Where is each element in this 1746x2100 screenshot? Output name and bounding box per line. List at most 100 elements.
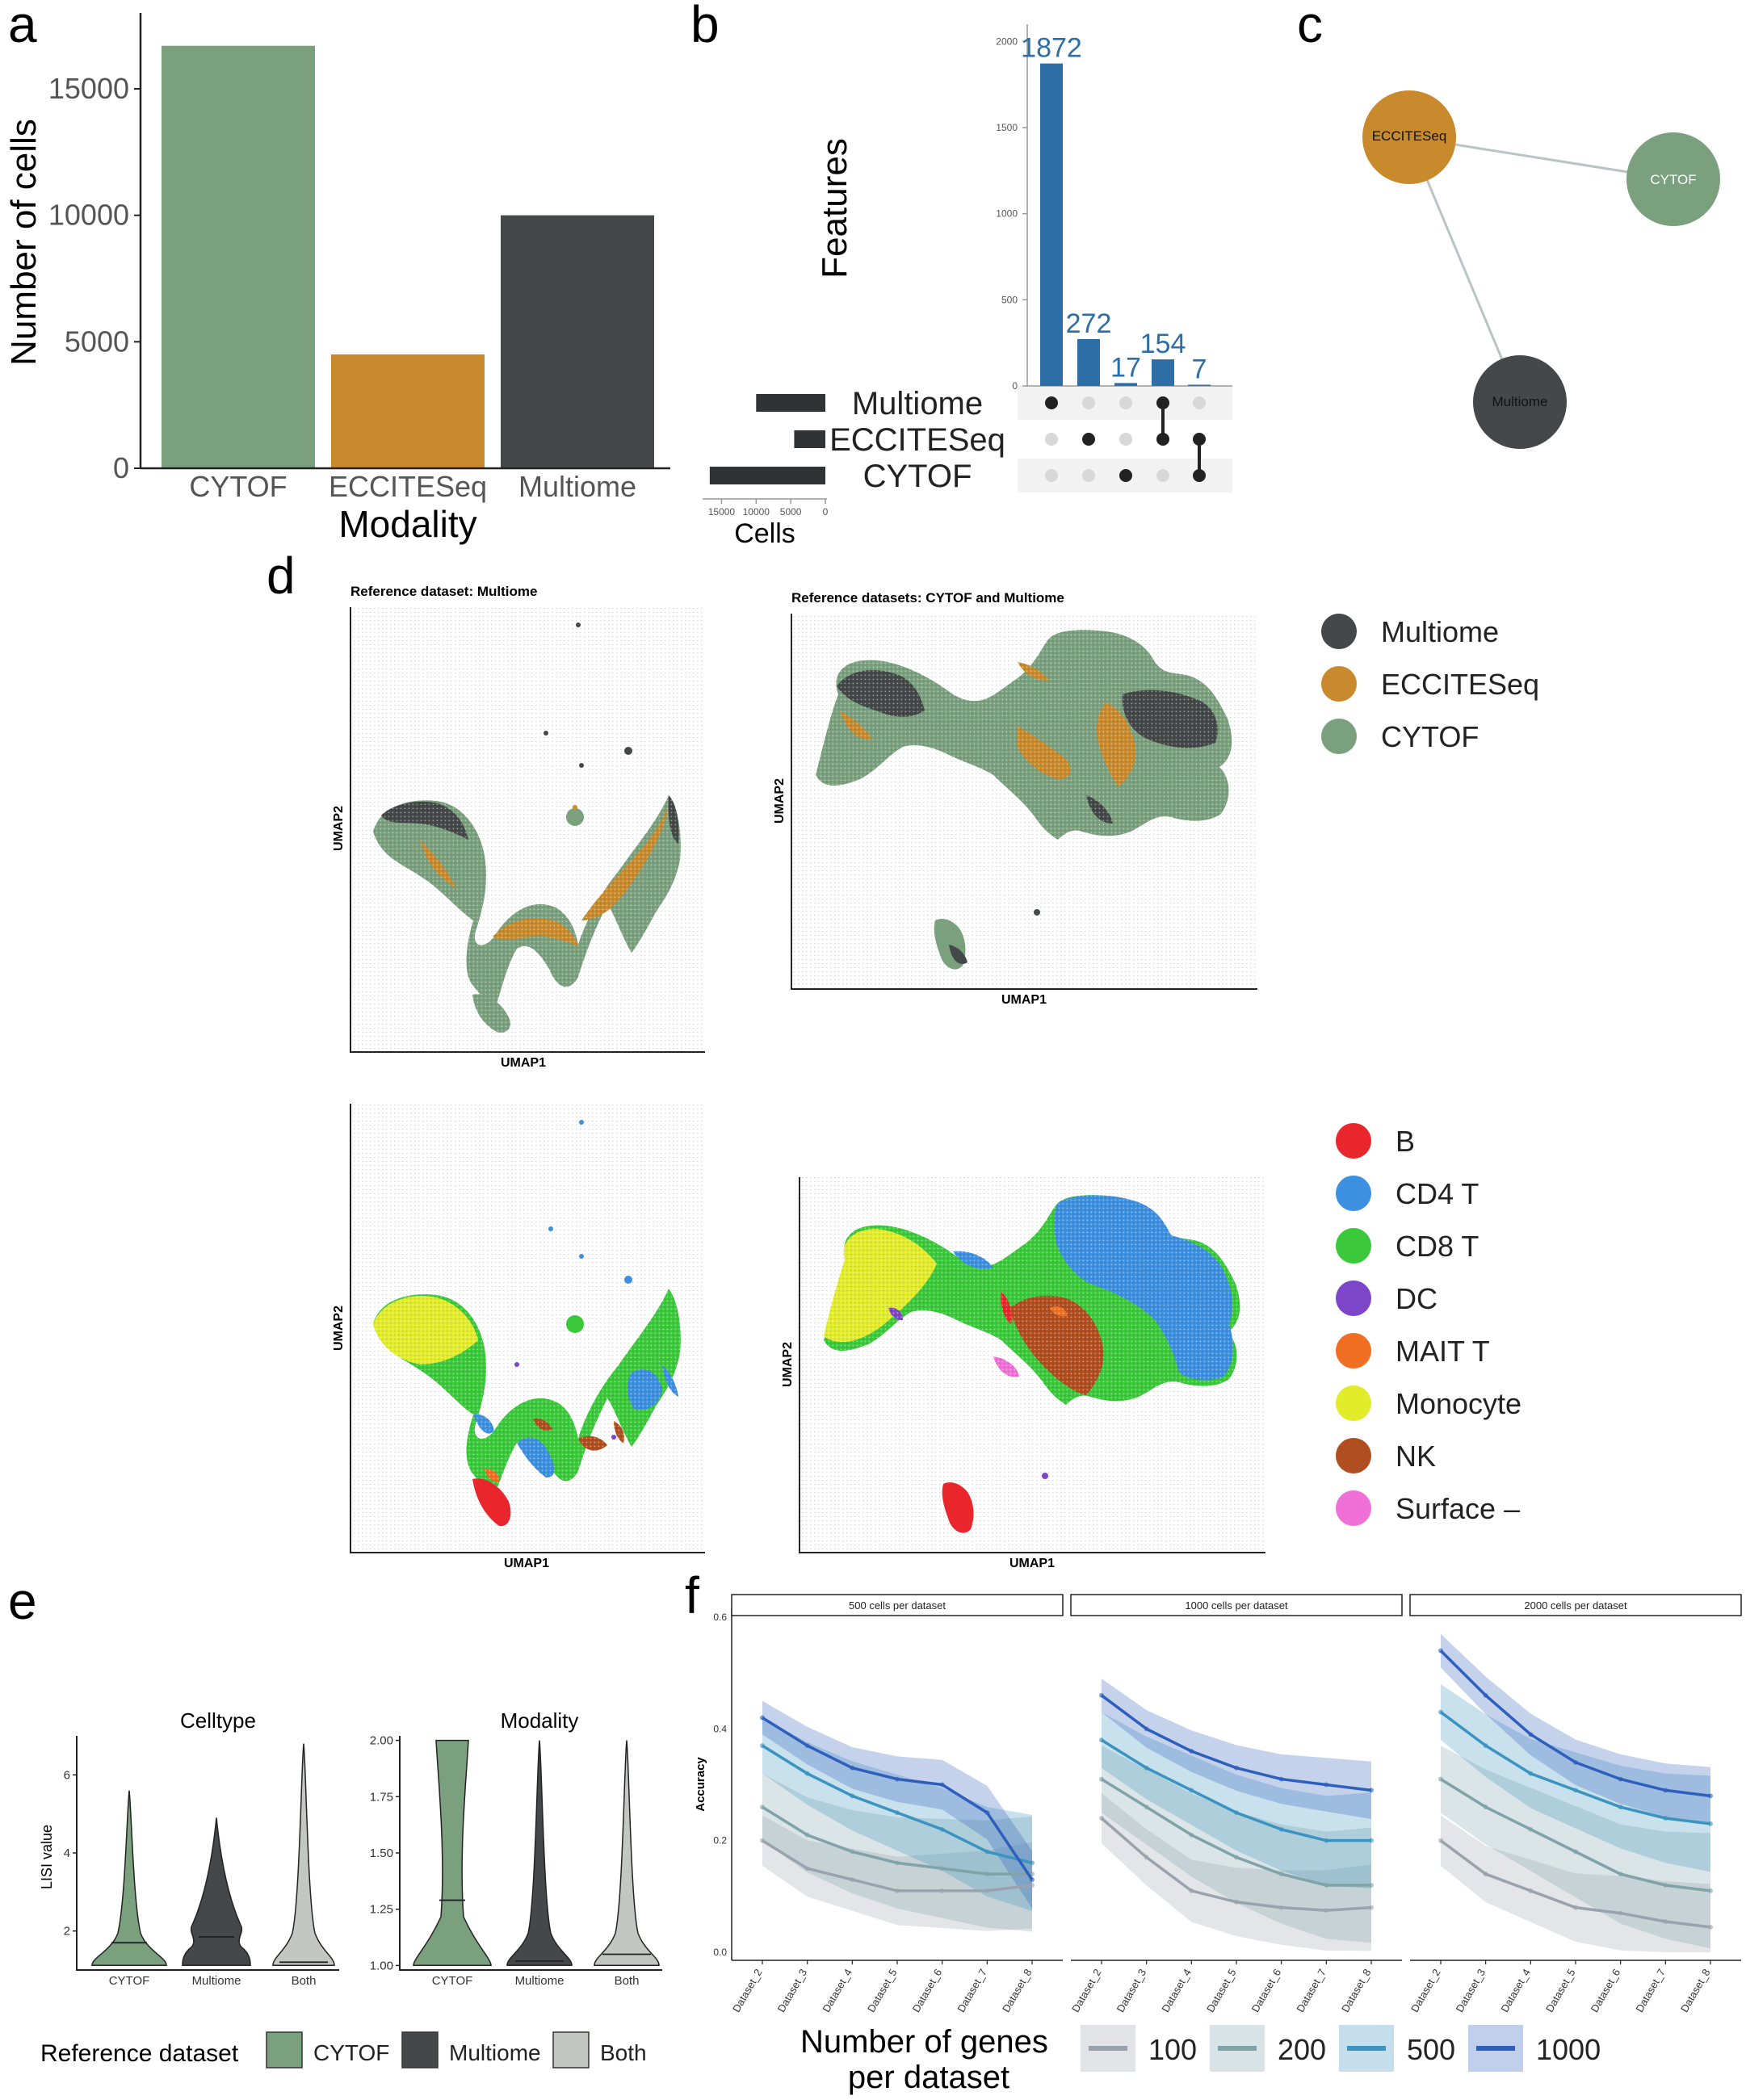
y-tick-label: 0: [113, 451, 129, 484]
legend-label: Both: [600, 2040, 647, 2065]
intersection-value-label: 272: [1066, 308, 1112, 339]
x-tick-label: Dataset_8: [1000, 1967, 1035, 2014]
data-point: [1573, 1788, 1578, 1793]
facet-title-celltype: Celltype: [180, 1708, 256, 1733]
confidence-band: [1441, 1746, 1710, 1949]
x-tick-label: CYTOF: [432, 1974, 473, 1988]
data-point: [760, 1838, 765, 1843]
intersection-bar: [1114, 383, 1137, 386]
matrix-dot-filled: [1119, 469, 1132, 482]
legend-label: Surface –: [1396, 1492, 1520, 1525]
panel-f-legend-title-line: per dataset: [848, 2060, 1009, 2095]
x-tick-label: Dataset_8: [1339, 1967, 1374, 2014]
x-tick-label: Dataset_6: [1249, 1967, 1284, 2014]
node-eccite: [1362, 90, 1456, 184]
matrix-dot-empty: [1082, 396, 1095, 409]
x-tick-label: Dataset_7: [955, 1967, 989, 2014]
violin-cytof: [413, 1739, 492, 1966]
data-point: [1189, 1788, 1194, 1793]
data-point: [1618, 1776, 1623, 1782]
set-axis-tick-label: 0: [823, 506, 829, 518]
data-point: [1528, 1732, 1534, 1737]
panel-f-ylabel: Accuracy: [694, 1757, 707, 1812]
data-point: [1369, 1905, 1374, 1910]
node-cytof-label: CYTOF: [1650, 172, 1696, 187]
data-point: [984, 1810, 990, 1816]
x-tick-label: Dataset_4: [1498, 1967, 1533, 2014]
data-point: [850, 1877, 855, 1883]
legend-label: ECCITESeq: [1381, 668, 1539, 701]
confidence-band: [762, 1815, 1032, 1931]
x-tick-label: Dataset_2: [1408, 1967, 1443, 2014]
x-tick-label: Multiome: [518, 470, 636, 503]
data-point: [1144, 1804, 1149, 1810]
x-tick-label: Dataset_3: [1454, 1967, 1488, 2014]
matrix-dot-empty: [1193, 396, 1206, 409]
panel-f-legend-title-line: Number of genes: [800, 2024, 1048, 2060]
panel-f-legend-title: Number of genes per dataset: [800, 2024, 1057, 2095]
legend-label: CD4 T: [1396, 1177, 1479, 1210]
data-point: [1528, 1771, 1534, 1776]
legend-dot: [1321, 719, 1357, 754]
legend-label: DC: [1396, 1282, 1438, 1315]
data-point: [1030, 1877, 1035, 1883]
matrix-dot-empty: [1045, 469, 1058, 482]
node-eccite-label: ECCITESeq: [1372, 128, 1447, 144]
legend-dot: [1336, 1176, 1371, 1211]
data-point: [1099, 1776, 1104, 1782]
intersection-value-label: 1872: [1021, 33, 1082, 64]
umap-scatter-modality-1: [350, 607, 705, 1052]
y-tick-label: 1000: [996, 208, 1018, 220]
data-point: [850, 1849, 855, 1855]
panel-e-legend-title: Reference dataset: [40, 2040, 239, 2067]
data-point: [1573, 1759, 1578, 1765]
panel-e-ylabel: LISI value: [39, 1825, 55, 1889]
umap-scatter-celltype-2: [800, 1177, 1265, 1553]
data-point: [1189, 1749, 1194, 1754]
data-point: [1234, 1765, 1239, 1771]
legend-label: Multiome: [1381, 615, 1499, 648]
data-point: [895, 1888, 900, 1893]
panel-c-network: ECCITESeq CYTOF Multiome: [1362, 90, 1720, 449]
umap-title-2: Reference datasets: CYTOF and Multiome: [791, 590, 1064, 606]
y-tick-label: 6: [64, 1768, 70, 1782]
data-point: [939, 1888, 945, 1893]
y-tick-label: 4: [64, 1846, 70, 1860]
y-tick-label: 1.25: [370, 1903, 393, 1917]
panel-label-e: e: [8, 1572, 37, 1630]
y-tick-label: 1.00: [370, 1959, 393, 1972]
umap1-label-1: UMAP1: [501, 1056, 546, 1070]
x-tick-label: Multiome: [192, 1974, 241, 1988]
data-point: [1483, 1692, 1488, 1698]
x-tick-label: Dataset_2: [1069, 1967, 1104, 2014]
facet-strip: [731, 1594, 1064, 1616]
x-tick-label: Dataset_5: [1543, 1967, 1578, 2014]
x-tick-label: Dataset_8: [1678, 1967, 1713, 2014]
facet-strip: [1070, 1594, 1403, 1616]
set-name-label: Multiome: [852, 386, 983, 421]
set-axis-tick-label: 15000: [708, 506, 736, 518]
data-point: [984, 1872, 990, 1877]
legend-dot: [1321, 666, 1357, 702]
violin-multiome: [182, 1817, 251, 1966]
x-tick-label: Dataset_4: [820, 1967, 854, 2014]
confidence-band: [762, 1700, 1032, 1909]
data-point: [1663, 1883, 1668, 1888]
intersection-bar: [1152, 359, 1174, 386]
x-tick-label: Dataset_4: [1159, 1967, 1194, 2014]
x-tick-label: Both: [615, 1974, 640, 1988]
umap1-label-3: UMAP1: [504, 1557, 549, 1570]
data-point: [1708, 1821, 1713, 1826]
bar-cytof: [162, 45, 315, 468]
x-tick-label: Multiome: [515, 1974, 565, 1988]
data-point: [1573, 1905, 1578, 1910]
data-point: [1324, 1838, 1329, 1843]
y-tick-label: 2: [64, 1925, 70, 1939]
data-point: [1099, 1816, 1104, 1821]
y-tick-label: 500: [1001, 294, 1018, 305]
umap2-label-4: UMAP2: [781, 1342, 795, 1387]
data-point: [1663, 1918, 1668, 1924]
set-axis-tick-label: 10000: [743, 506, 770, 518]
umap1-label-4: UMAP1: [1009, 1557, 1055, 1570]
facet-strip-title: 500 cells per dataset: [849, 1599, 946, 1612]
